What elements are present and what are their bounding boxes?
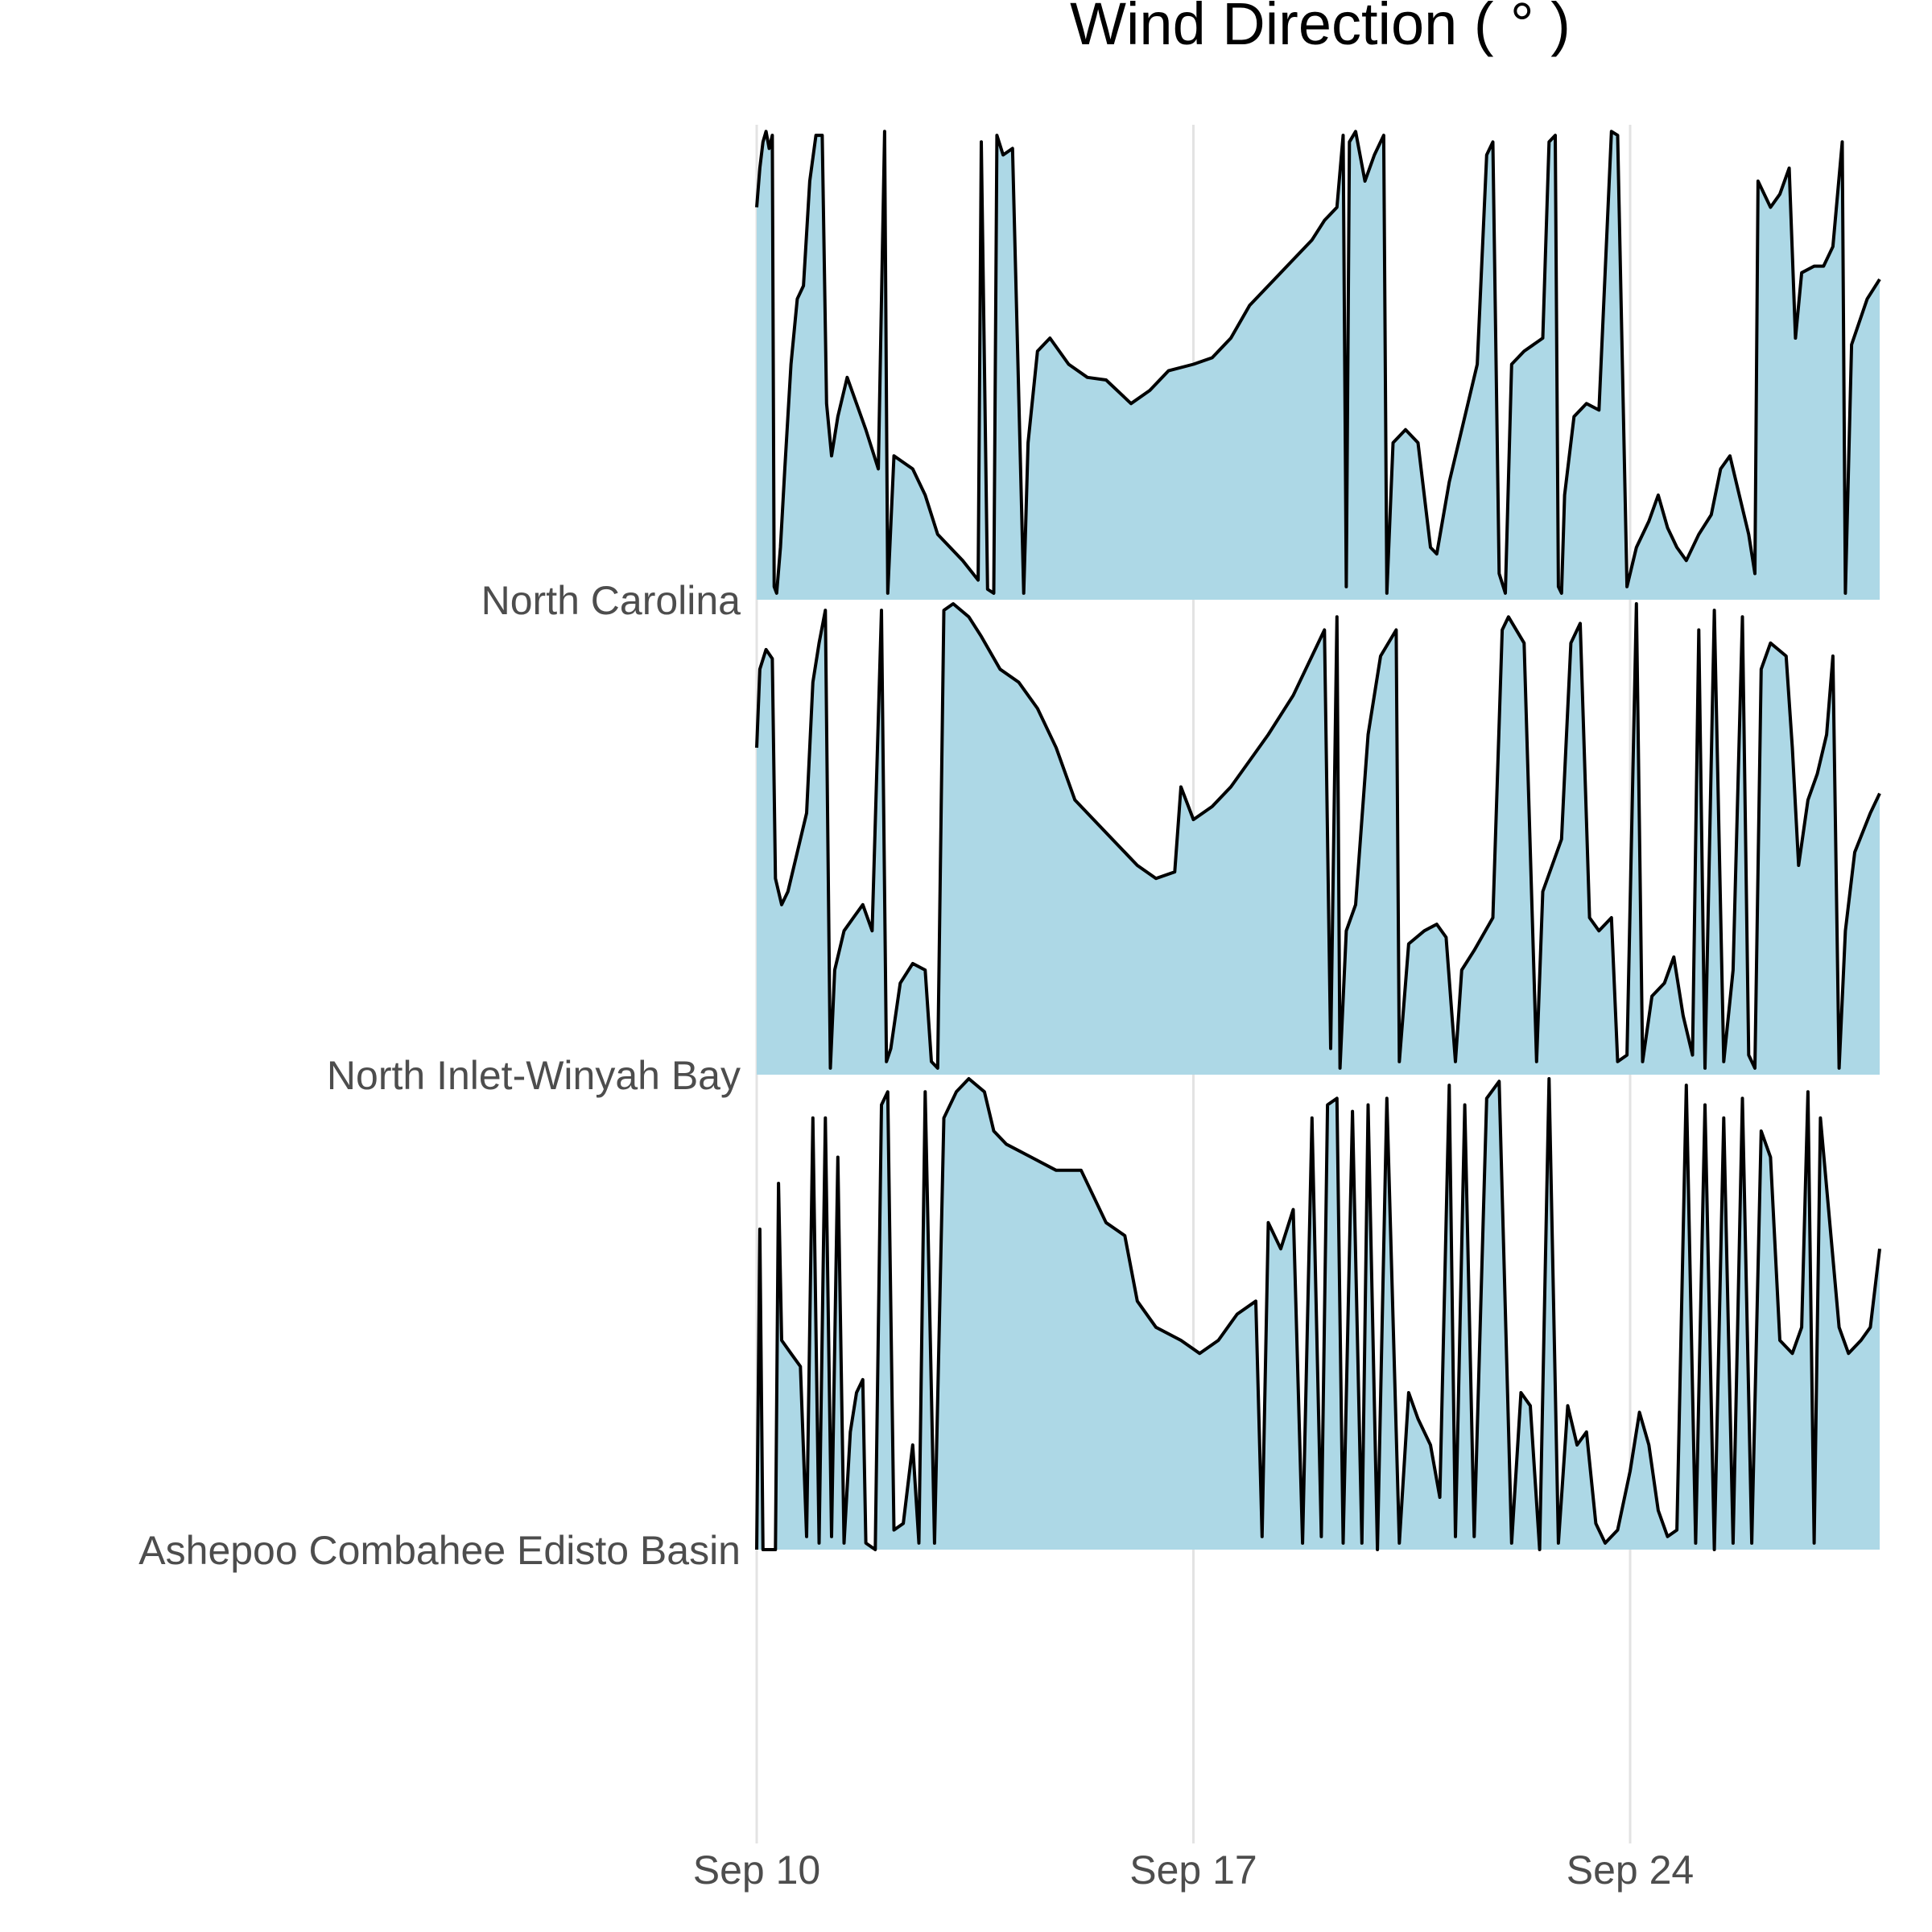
ridge-line-2 xyxy=(755,602,1881,1070)
ridge-area-1 xyxy=(757,131,1880,601)
x-tick-label: Sep 17 xyxy=(1129,1847,1257,1893)
series-label: Ashepoo Combahee Edisto Basin xyxy=(138,1528,741,1573)
chart-title: Wind Direction ( ° ) xyxy=(1070,0,1571,57)
x-axis-ticks: Sep 10 Sep 17 Sep 24 xyxy=(693,1847,1694,1893)
series-labels: North Carolina North Inlet-Winyah Bay Ashe… xyxy=(138,578,741,1573)
x-tick-label: Sep 24 xyxy=(1567,1847,1694,1893)
series-label: North Inlet-Winyah Bay xyxy=(327,1053,741,1098)
series-label: North Carolina xyxy=(481,578,741,623)
x-tick-label: Sep 10 xyxy=(693,1847,820,1893)
ridge-line-1 xyxy=(755,130,1881,595)
ridge-line-3 xyxy=(755,1077,1881,1551)
ridge-area-3 xyxy=(757,1079,1880,1550)
ridge-series xyxy=(755,130,1881,1551)
ridge-area-2 xyxy=(757,604,1880,1075)
